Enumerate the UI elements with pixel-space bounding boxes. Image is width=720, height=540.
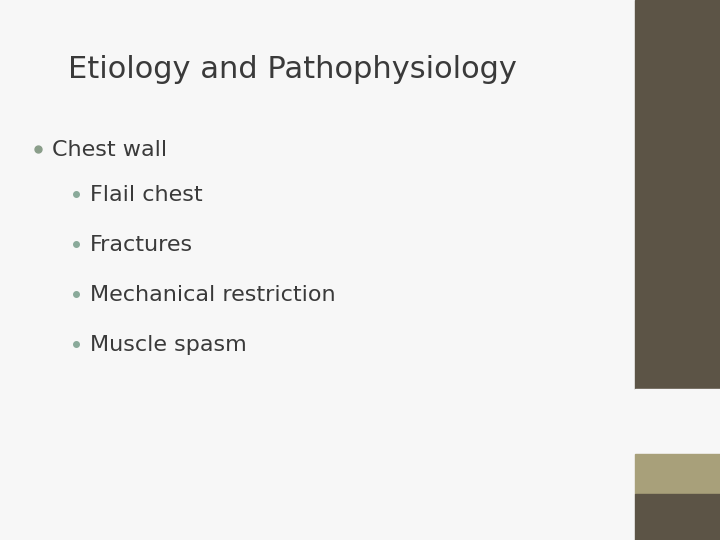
Text: Muscle spasm: Muscle spasm [90, 335, 247, 355]
Bar [635, 0, 720, 389]
Text: Etiology and Pathophysiology: Etiology and Pathophysiology [68, 55, 517, 84]
Bar [635, 454, 720, 494]
Text: Chest wall: Chest wall [52, 140, 167, 160]
Bar [635, 389, 720, 454]
Text: Mechanical restriction: Mechanical restriction [90, 285, 336, 305]
Text: Fractures: Fractures [90, 235, 193, 255]
Bar [635, 494, 720, 540]
Text: Flail chest: Flail chest [90, 185, 202, 205]
